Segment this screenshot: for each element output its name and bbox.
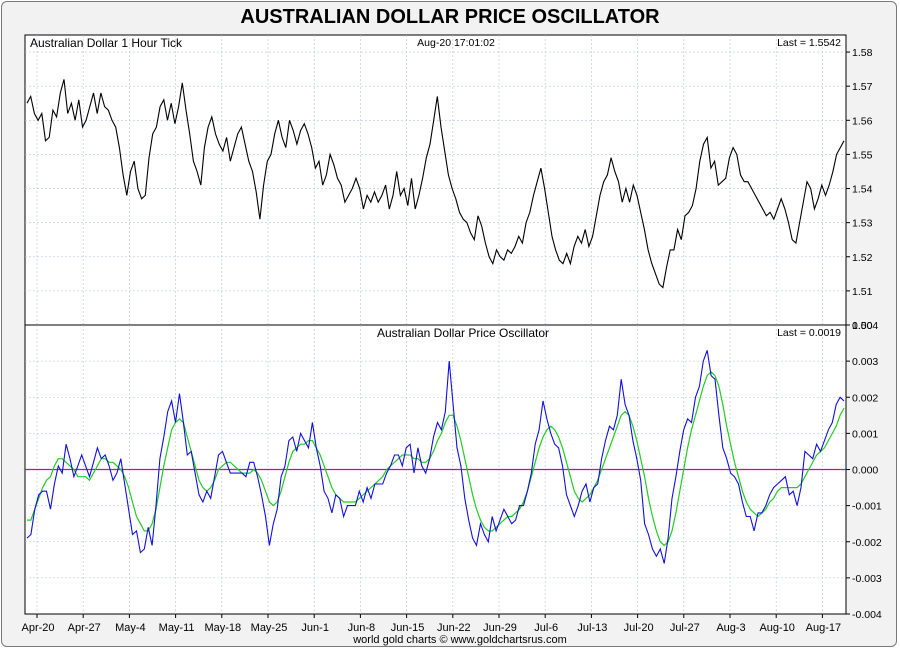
oscillator-panel: 0.004 0.003 0.002 0.001 0.000 -0.001 -0.002 -0.… <box>24 320 882 621</box>
x-tick-label: Jun-8 <box>348 622 376 634</box>
page-title: AUSTRALIAN DOLLAR PRICE OSCILLATOR <box>240 6 660 28</box>
x-tick-label: Jul-13 <box>577 622 607 634</box>
y-tick-label: 1.55 <box>852 149 873 161</box>
x-tick-label: May-4 <box>115 622 146 634</box>
last-value-label: Last = 1.5542 <box>777 37 841 49</box>
last-value-label: Last = 0.0019 <box>777 327 841 339</box>
y-tick-label: -0.001 <box>852 501 882 513</box>
x-tick-label: Apr-27 <box>68 622 101 634</box>
y-tick-label: 0.000 <box>852 465 878 477</box>
x-tick-label: Jun-15 <box>391 622 425 634</box>
y-tick-label: 0.003 <box>852 356 878 368</box>
price-panel: 1.58 1.57 1.56 1.55 1.54 1.53 1.52 1.51 1.50 Aust… <box>24 34 873 332</box>
y-tick-label: 0.002 <box>852 392 878 404</box>
y-tick-label: 1.54 <box>852 184 873 196</box>
y-tick-label: 1.50 <box>852 320 873 332</box>
x-tick-label: May-18 <box>204 622 241 634</box>
x-tick-label: Jul-27 <box>670 622 700 634</box>
y-tick-label: 1.58 <box>852 47 873 59</box>
signal-series-line <box>27 371 845 547</box>
y-tick-label: 1.56 <box>852 115 873 127</box>
y-tick-label: 1.51 <box>852 286 873 298</box>
x-tick-label: May-11 <box>159 622 195 634</box>
panel-title: Australian Dollar 1 Hour Tick <box>30 36 183 50</box>
x-tick-label: Aug-17 <box>806 622 841 634</box>
x-tick-label: Jun-29 <box>483 622 517 634</box>
x-tick-label: Apr-20 <box>21 622 54 634</box>
x-tick-label: Aug-10 <box>759 622 794 634</box>
y-tick-label: -0.004 <box>852 609 882 621</box>
price-series-line <box>26 79 845 289</box>
x-tick-label: Jul-6 <box>534 622 558 634</box>
y-tick-label: 1.53 <box>852 218 873 230</box>
x-tick-label: Jul-20 <box>624 622 654 634</box>
x-tick-label: Jun-22 <box>437 622 471 634</box>
x-axis: Apr-20 Apr-27 May-4 May-11 May-18 May-25 Jun-1… <box>21 614 841 634</box>
y-tick-label: 0.004 <box>852 320 878 332</box>
y-tick-label: 1.52 <box>852 252 873 264</box>
x-tick-label: May-25 <box>251 622 288 634</box>
plot-area <box>24 34 847 326</box>
panel-title: Australian Dollar Price Oscillator <box>377 326 549 340</box>
y-tick-label: 0.001 <box>852 428 878 440</box>
timestamp-label: Aug-20 17:01:02 <box>417 37 495 49</box>
footer-credit: world gold charts © www.goldchartsrus.co… <box>352 634 567 646</box>
y-tick-label: -0.003 <box>852 573 882 585</box>
oscillator-series-line <box>26 350 845 564</box>
x-tick-label: Aug-3 <box>716 622 745 634</box>
y-tick-label: 1.57 <box>852 81 873 93</box>
y-tick-label: -0.002 <box>852 537 882 549</box>
x-tick-label: Jun-1 <box>301 622 329 634</box>
